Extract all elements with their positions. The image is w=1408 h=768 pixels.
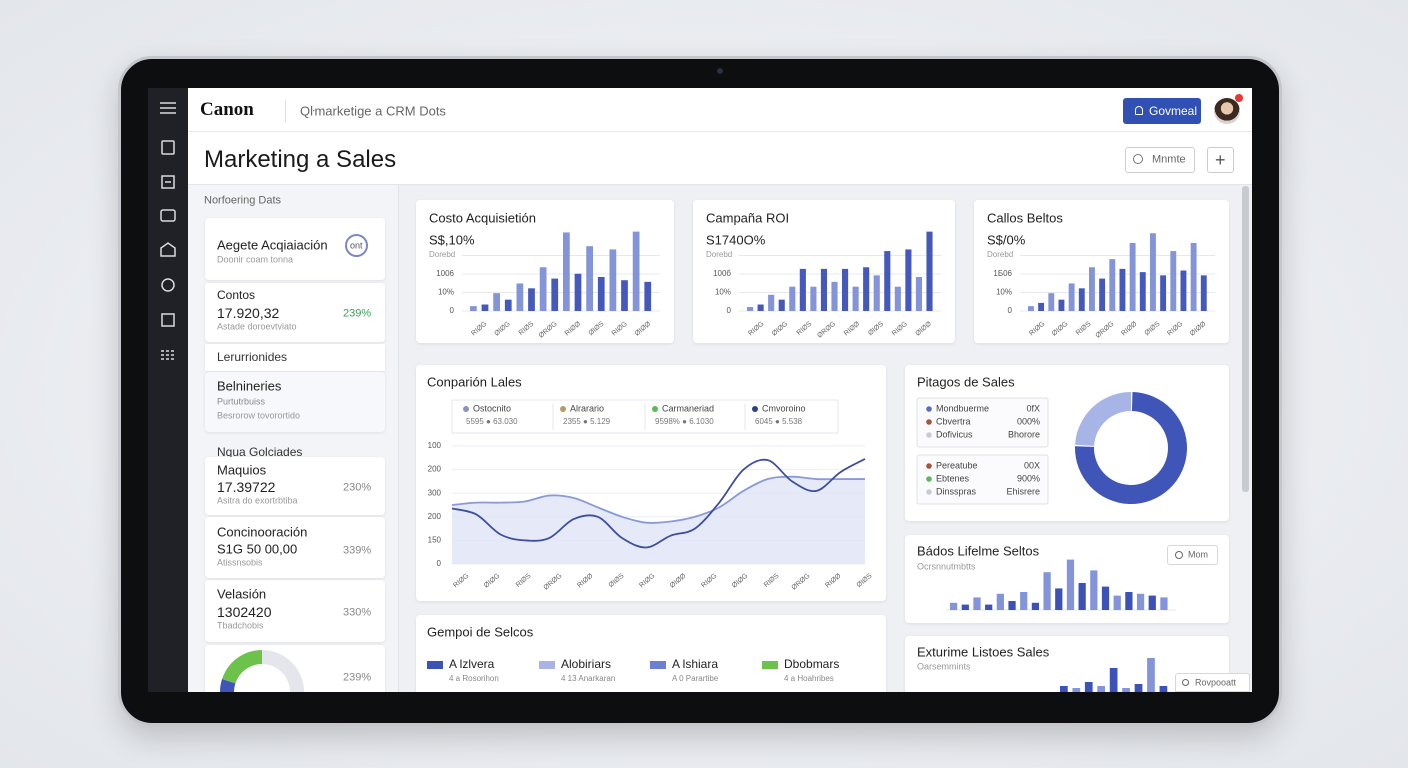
kpi-title: Velasión: [217, 586, 267, 602]
kpi-title: Aegete Acqiaiación: [217, 237, 328, 253]
title-bar: [188, 132, 1252, 185]
sidebar-icons: [160, 102, 176, 360]
clock-icon[interactable]: [161, 278, 175, 292]
doc-icon[interactable]: [161, 140, 175, 155]
chart-caption: Dorebd: [987, 250, 1014, 259]
kpi-subtitle: Tbadchobis: [217, 620, 264, 631]
kpi-subtitle: Astade doroevtviato: [217, 321, 297, 332]
kpi-change: 330%: [343, 606, 372, 619]
calendar-icon[interactable]: [160, 209, 176, 222]
panel-heading: Norfoering Dats: [204, 194, 282, 207]
chart-title: Exturime Listoes Sales: [917, 644, 1050, 660]
chart-title: Campaña ROI: [706, 210, 790, 226]
search-button-label: Mnmte: [1152, 153, 1186, 166]
kpi-value: 17.920,32: [217, 305, 280, 321]
button-label: Govmeal: [1149, 104, 1198, 118]
card-button[interactable]: [1175, 673, 1250, 692]
kpi-value: S1G 50 00,00: [217, 541, 298, 557]
notification-dot: [1235, 94, 1243, 102]
row-label: Lerurrionides: [217, 350, 288, 364]
donut-card[interactable]: [205, 645, 385, 692]
kpi-card[interactable]: [205, 580, 385, 642]
grid-icon[interactable]: [161, 350, 174, 360]
divider: [285, 100, 286, 122]
chart-title: Gempoi de Selcos: [427, 624, 534, 640]
kpi-title: Concinooración: [217, 524, 308, 540]
scrollbar[interactable]: [1242, 186, 1249, 492]
chart-value: S$/0%: [987, 232, 1026, 248]
add-button[interactable]: [1207, 147, 1234, 173]
page-title: Marketing a Sales: [204, 146, 397, 173]
add-button-label: +: [1215, 150, 1226, 170]
kpi-card[interactable]: [205, 517, 385, 578]
chart-title: Pitagos de Sales: [917, 374, 1015, 390]
button-label: Rovpooatt: [1195, 677, 1237, 688]
card-button[interactable]: [1167, 545, 1218, 565]
chart-title: Callos Beltos: [987, 210, 1063, 226]
legend-card[interactable]: [416, 615, 886, 692]
chart-value: S$,10%: [429, 232, 475, 248]
badge: [345, 234, 368, 257]
camera: [717, 68, 723, 74]
header: [188, 88, 1252, 132]
kpi-change: 239%: [343, 307, 372, 320]
kpi-line: Besrorow tovorortido: [217, 410, 301, 421]
kpi-subtitle: Atissnsobis: [217, 557, 263, 568]
logo: Canon: [200, 99, 254, 120]
kpi-change: 239%: [343, 671, 372, 684]
kpi-line: Purtutrbuiss: [217, 396, 266, 407]
chart-caption: Dorebd: [706, 250, 733, 259]
button-icon: [1175, 551, 1183, 559]
chart-value: S1740O%: [706, 232, 766, 248]
kpi-title: Maquios: [217, 462, 267, 478]
badge-label: ont: [350, 240, 363, 251]
kpi-value: 1302420: [217, 604, 272, 620]
chart-title: Conparión Lales: [427, 374, 522, 390]
button-label: Mom: [1188, 549, 1208, 560]
kpi-title: Belnineries: [217, 378, 282, 394]
kpi-subtitle: Asitra do exortrbtiba: [217, 495, 298, 506]
kpi-title: Contos: [217, 288, 256, 302]
search-icon: [1133, 154, 1143, 164]
panel-subheading: Nqua Golciades: [217, 445, 303, 459]
chart-title: Bádos Lifelme Seltos: [917, 543, 1040, 559]
chart-subtitle: Ocrsnnutmbtts: [917, 561, 976, 572]
folder-icon[interactable]: [161, 313, 175, 327]
kpi-change: 230%: [343, 481, 372, 494]
chart-title: Costo Acquisietión: [429, 210, 536, 226]
list-row[interactable]: [205, 344, 385, 371]
button-icon: [1182, 679, 1189, 686]
chart-card[interactable]: [974, 200, 1229, 343]
kpi-card[interactable]: [205, 283, 385, 342]
kpi-card[interactable]: [205, 457, 385, 515]
home-icon[interactable]: [160, 242, 176, 257]
contacts-icon[interactable]: [161, 175, 175, 189]
search-field[interactable]: Qŀmarketige a CRM Dots: [300, 103, 446, 119]
kpi-value: 17.39722: [217, 479, 276, 495]
user-icon: [1135, 106, 1143, 115]
chart-caption: Dorebd: [429, 250, 456, 259]
kpi-subtitle: Doonir coam tonna: [217, 254, 294, 265]
avatar[interactable]: [1214, 98, 1240, 124]
kpi-change: 339%: [343, 544, 372, 557]
menu-icon[interactable]: [160, 102, 176, 114]
kpi-card[interactable]: [205, 372, 385, 432]
line-card[interactable]: [416, 365, 886, 601]
chart-subtitle: Oarsemmints: [917, 661, 971, 672]
